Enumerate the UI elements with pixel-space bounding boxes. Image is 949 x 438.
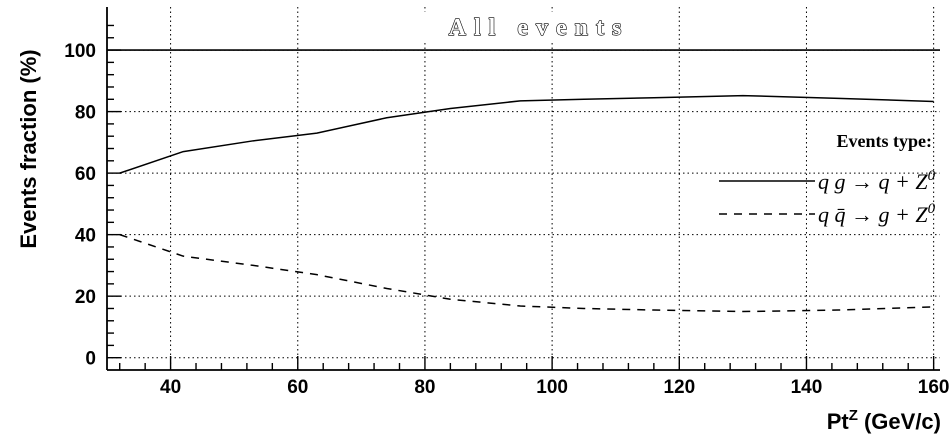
legend-item-dashed-rhs: g + Z xyxy=(879,202,929,227)
y-axis-title: Events fraction (%) xyxy=(16,49,41,248)
legend-title: Events type: xyxy=(837,131,933,151)
y-tick-label: 20 xyxy=(75,287,96,308)
y-tick-label: 0 xyxy=(85,349,96,370)
dashed-series-line xyxy=(119,233,934,313)
legend-item-dashed-label: q q̄ → g + Z0 xyxy=(818,201,936,227)
legend-item-solid-label: q g → q + Z0 xyxy=(818,168,936,194)
x-axis-title-units: (GeV/c) xyxy=(858,409,941,434)
chart-title: All events xyxy=(449,15,630,41)
x-tick-label: 80 xyxy=(414,377,435,398)
x-axis-title: PtZ (GeV/c) xyxy=(827,407,941,434)
x-tick-label: 120 xyxy=(663,377,695,398)
legend-item-solid-sup: 0 xyxy=(928,168,936,184)
plot-area xyxy=(107,7,940,370)
axes-layer xyxy=(106,7,940,371)
legend-item-solid-rhs: q + Z xyxy=(879,169,929,194)
x-tick-label: 100 xyxy=(536,377,568,398)
x-tick-label: 160 xyxy=(918,377,949,398)
legend-item-dashed-lhs: q q̄ → xyxy=(818,202,879,227)
legend-layer: Events type:q g → q + Z0q q̄ → g + Z0 xyxy=(719,131,936,227)
x-axis-title-superscript: Z xyxy=(849,407,858,424)
solid-series-line xyxy=(119,94,934,174)
x-tick-label: 140 xyxy=(791,377,823,398)
x-tick-label: 40 xyxy=(160,377,181,398)
y-tick-label: 80 xyxy=(75,103,96,124)
legend-item-solid-lhs: q g → xyxy=(818,169,879,194)
legend-item-dashed-sup: 0 xyxy=(928,201,936,217)
grid-layer xyxy=(107,7,940,370)
y-tick-label: 60 xyxy=(75,164,96,185)
labels-layer: 0 20 40 60 80 100 40 60 80 100 120 140 160 Events fra… xyxy=(16,12,949,434)
series-layer xyxy=(119,94,934,313)
y-tick-label: 100 xyxy=(64,41,96,62)
x-axis-title-main: Pt xyxy=(827,409,850,434)
y-tick-label: 40 xyxy=(75,226,96,247)
x-tick-label: 60 xyxy=(287,377,308,398)
title-box xyxy=(418,12,660,42)
